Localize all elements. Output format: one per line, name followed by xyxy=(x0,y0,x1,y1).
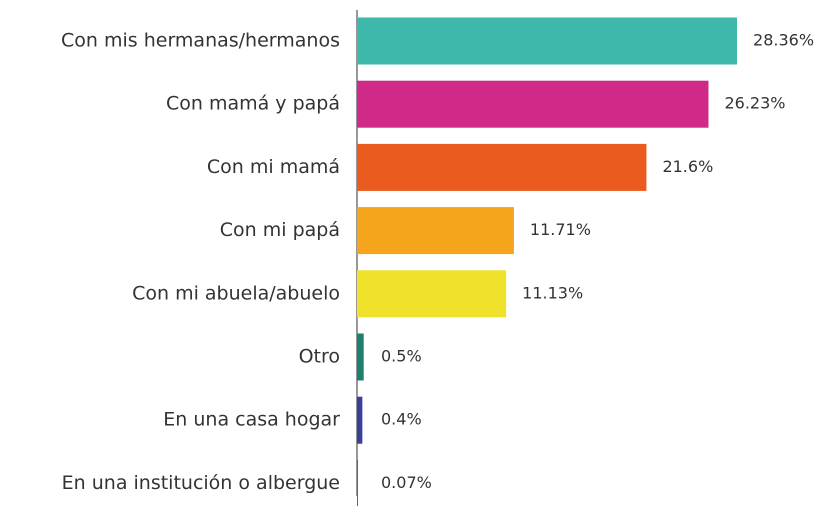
category-label: Con mamá y papá xyxy=(166,93,340,115)
bar xyxy=(357,333,364,381)
value-label: 11.13% xyxy=(522,283,583,302)
value-label: 26.23% xyxy=(724,94,785,113)
category-label: Con mi papá xyxy=(220,219,340,241)
bar xyxy=(357,143,647,191)
bar xyxy=(357,396,363,444)
category-label: Con mi mamá xyxy=(207,156,340,178)
value-label: 21.6% xyxy=(662,157,713,176)
value-label: 28.36% xyxy=(753,31,814,50)
category-label: Otro xyxy=(299,346,340,368)
category-label: En una casa hogar xyxy=(163,409,340,431)
bar xyxy=(357,270,507,318)
value-label: 11.71% xyxy=(530,220,591,239)
bar xyxy=(357,207,514,255)
bar xyxy=(357,17,738,65)
bar xyxy=(357,459,358,506)
value-label: 0.4% xyxy=(381,410,422,429)
value-label: 0.5% xyxy=(381,347,422,366)
bar xyxy=(357,80,709,128)
value-label: 0.07% xyxy=(381,473,432,492)
category-label: En una institución o albergue xyxy=(62,472,340,494)
category-label: Con mi abuela/abuelo xyxy=(132,282,340,304)
category-label: Con mis hermanas/hermanos xyxy=(61,30,340,52)
